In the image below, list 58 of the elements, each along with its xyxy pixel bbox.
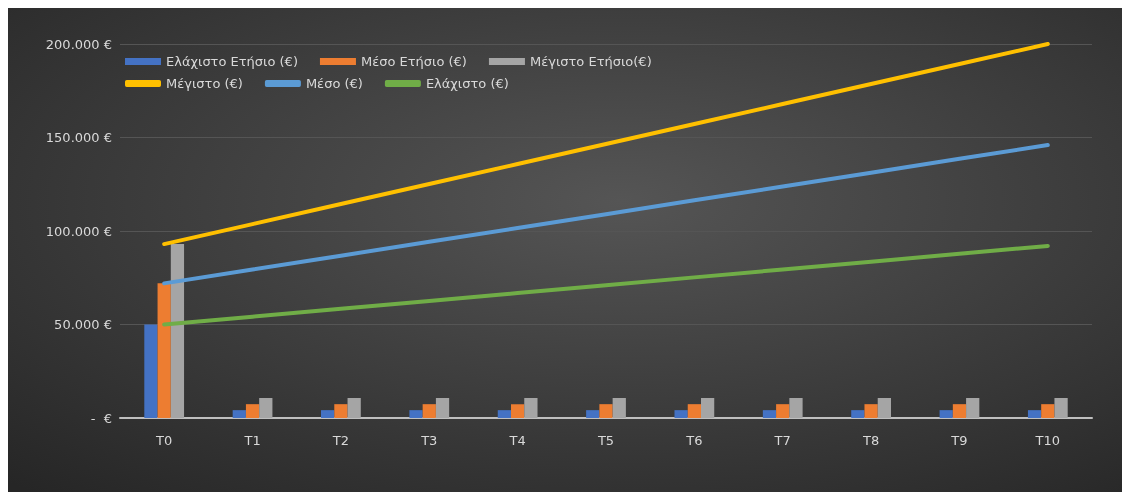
bar — [435, 397, 450, 418]
x-tick-label: T9 — [950, 433, 968, 448]
bar — [612, 397, 626, 418]
x-tick-label: T2 — [331, 433, 350, 448]
legend-label: Μέγιστο (€) — [166, 76, 243, 91]
y-tick-label: 150.000 € — [45, 130, 112, 145]
legend-label: Ελάχιστο Ετήσιο (€) — [166, 54, 298, 69]
line-series — [162, 42, 1050, 247]
bar — [409, 410, 423, 418]
x-tick-label: T0 — [155, 433, 173, 448]
legend-label: Μέσο Ετήσιο (€) — [360, 54, 467, 69]
bar — [762, 410, 777, 418]
y-tick-label: 200.000 € — [45, 36, 112, 52]
legend-label: Ελάχιστο (€) — [425, 76, 509, 91]
bar — [864, 404, 878, 418]
bar — [1054, 397, 1068, 418]
bar — [674, 410, 688, 418]
bar — [170, 244, 185, 418]
bar — [789, 397, 803, 418]
bar — [1027, 410, 1042, 418]
bar — [334, 404, 348, 418]
y-tick-label: 100.000 € — [45, 223, 112, 239]
x-tick-label: T10 — [1034, 433, 1061, 448]
x-tick-label: T6 — [685, 433, 703, 448]
bar — [321, 410, 335, 418]
bar — [232, 410, 246, 418]
bar — [259, 397, 273, 418]
line-series — [162, 142, 1050, 286]
bar — [687, 404, 701, 418]
x-tick-label: T4 — [508, 433, 526, 448]
x-tick-label: T1 — [243, 433, 261, 448]
bar — [851, 410, 865, 418]
x-tick-label: T5 — [596, 433, 615, 448]
bar — [700, 397, 715, 418]
bar — [952, 404, 967, 418]
bar — [422, 404, 436, 418]
bar — [586, 410, 600, 418]
y-tick-label: 50.000 € — [54, 317, 112, 332]
bar — [877, 397, 891, 418]
bar — [776, 404, 790, 418]
legend-label: Μέγιστο Ετήσιο(€) — [529, 54, 652, 69]
bar — [497, 410, 512, 418]
bar — [599, 404, 613, 418]
bar — [347, 397, 361, 418]
y-tick-label: - € — [90, 410, 112, 426]
bar — [939, 410, 953, 418]
bar — [157, 283, 171, 418]
line-series — [162, 243, 1050, 327]
bar — [144, 324, 158, 418]
bar — [1041, 404, 1055, 418]
x-tick-label: T8 — [861, 433, 880, 448]
bar — [511, 404, 525, 418]
x-tick-label: T7 — [773, 433, 791, 448]
bar — [524, 397, 538, 418]
legend-label: Μέσο (€) — [305, 76, 363, 91]
bar — [245, 404, 260, 418]
x-tick-label: T3 — [420, 433, 438, 448]
bar — [966, 397, 980, 418]
